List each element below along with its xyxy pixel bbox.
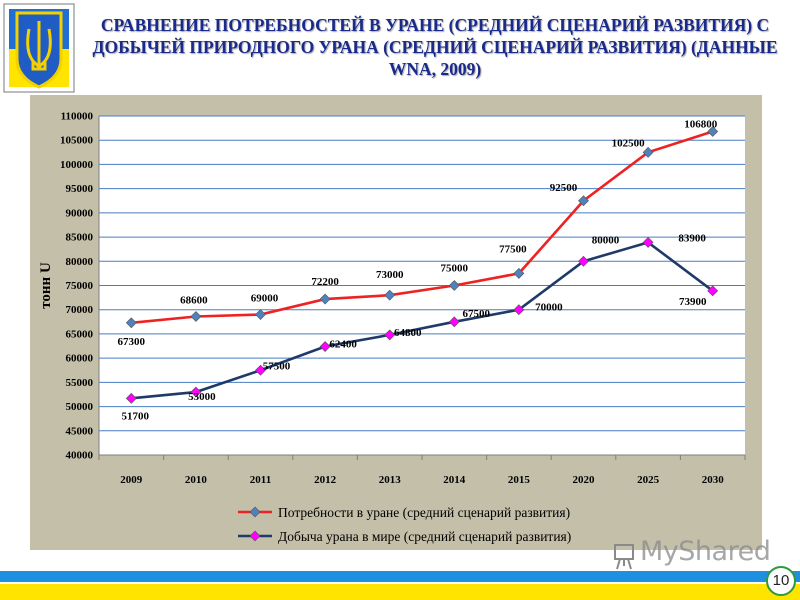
data-point-s2 <box>255 364 266 376</box>
x-tick-label: 2025 <box>637 474 660 486</box>
data-label-s2: 53000 <box>188 391 216 403</box>
data-label-s2: 51700 <box>122 410 150 422</box>
blue-band <box>0 571 800 582</box>
data-label-s2: 67500 <box>463 308 491 320</box>
data-point-s1 <box>707 126 719 137</box>
y-tick-label: 65000 <box>66 328 94 340</box>
data-label-s1: 77500 <box>499 243 527 255</box>
data-label-s2: 73900 <box>679 296 707 308</box>
y-tick-label: 60000 <box>66 353 94 365</box>
legend-marker-1 <box>249 506 261 518</box>
y-tick-label: 70000 <box>66 304 94 316</box>
y-tick-label: 95000 <box>66 183 94 195</box>
data-point-s2 <box>384 329 396 341</box>
data-point-s2 <box>707 285 719 297</box>
x-tick-label: 2020 <box>573 474 596 486</box>
line-chart: 40000 45000 50000 55000 60000 65000 70000 75000… <box>38 111 746 544</box>
y-tick-label: 80000 <box>66 256 94 268</box>
x-tick-label: 2015 <box>508 474 531 486</box>
data-point-s1 <box>642 146 654 158</box>
y-tick-label: 45000 <box>66 425 94 437</box>
x-tick-label: 2011 <box>250 474 271 486</box>
data-label-s1: 72200 <box>311 276 339 288</box>
y-tick-label: 90000 <box>66 207 94 219</box>
data-point-s2 <box>448 316 460 328</box>
data-point-s1 <box>255 309 266 320</box>
data-label-s2: 64800 <box>394 327 422 339</box>
y-tick-label: 55000 <box>66 377 94 389</box>
x-tick-label: 2010 <box>185 474 208 486</box>
data-point-s1 <box>319 293 331 305</box>
data-label-s2: 57500 <box>263 360 291 372</box>
data-label-s1: 75000 <box>441 263 469 275</box>
data-label-s2: 80000 <box>592 234 620 246</box>
x-tick-label: 2012 <box>314 474 337 486</box>
y-tick-label: 40000 <box>66 450 94 462</box>
x-tick-label: 2013 <box>379 474 402 486</box>
y-axis-label: тонн U <box>38 262 54 309</box>
y-tick-label: 50000 <box>66 401 94 413</box>
data-label-s1: 69000 <box>251 293 279 305</box>
x-tick-label: 2009 <box>120 474 143 486</box>
data-point-s1 <box>513 267 525 279</box>
data-label-s1: 67300 <box>118 336 146 348</box>
data-point-s1 <box>448 280 460 291</box>
legend-label-1: Потребности в уране (средний сценарий ра… <box>278 505 570 520</box>
data-label-s2: 62400 <box>329 339 357 351</box>
watermark-board-icon <box>614 544 634 570</box>
data-label-s2: 70000 <box>535 302 563 314</box>
data-point-s2 <box>190 386 202 398</box>
chart-panel: 40000 45000 50000 55000 60000 65000 70000 75000… <box>30 95 762 550</box>
data-label-s1: 106800 <box>684 118 718 130</box>
page-title: СРАВНЕНИЕ ПОТРЕБНОСТЕЙ В УРАНЕ (СРЕДНИЙ … <box>92 15 778 79</box>
y-tick-label: 110000 <box>61 111 94 123</box>
legend-label-2: Добыча урана в мире (средний сценарий ра… <box>278 529 571 544</box>
data-label-s1: 92500 <box>550 182 578 194</box>
data-point-s2 <box>319 341 331 352</box>
data-point-s1 <box>384 289 396 301</box>
page-number-badge: 10 <box>766 566 796 596</box>
legend-marker-2 <box>249 530 261 542</box>
data-point-s1 <box>125 317 137 329</box>
data-point-s2 <box>578 255 589 267</box>
ukraine-emblem-icon <box>3 3 75 93</box>
series-line-1 <box>131 130 714 325</box>
data-point-s2 <box>125 392 137 404</box>
series-line-2 <box>131 240 714 400</box>
data-label-s1: 102500 <box>612 137 646 149</box>
yellow-band <box>0 584 800 600</box>
x-tick-label: 2014 <box>443 474 466 486</box>
y-tick-label: 85000 <box>66 232 94 244</box>
data-label-s1: 73000 <box>376 269 404 281</box>
data-point-s2 <box>513 304 525 316</box>
data-point-s1 <box>578 195 589 207</box>
x-tick-label: 2030 <box>702 474 725 486</box>
y-tick-label: 75000 <box>66 280 94 292</box>
data-label-s1: 68600 <box>180 294 208 306</box>
watermark: MyShared <box>640 536 771 567</box>
y-tick-label: 105000 <box>60 135 94 147</box>
data-label-s2: 83900 <box>678 232 706 244</box>
data-point-s1 <box>190 311 202 322</box>
y-tick-label: 100000 <box>60 159 94 171</box>
data-point-s2 <box>642 236 654 248</box>
